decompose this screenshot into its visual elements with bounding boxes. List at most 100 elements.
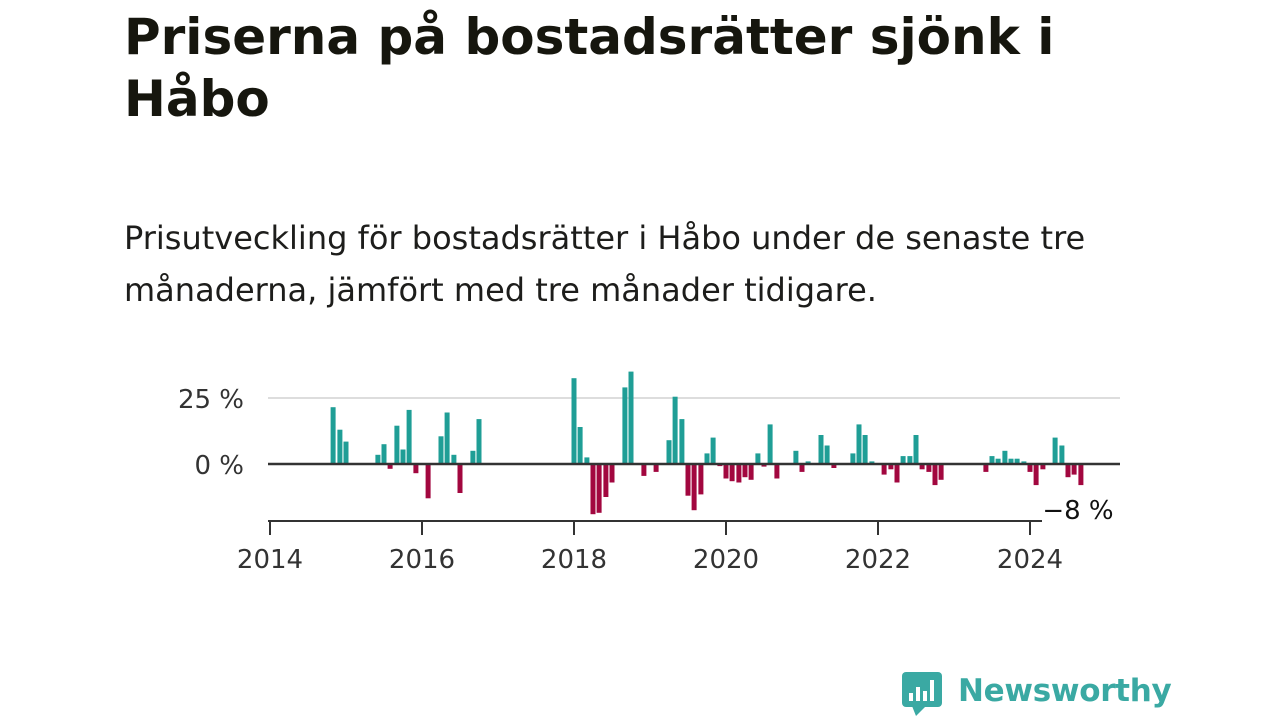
bar bbox=[641, 464, 647, 476]
y-tick-label: 25 % bbox=[178, 385, 244, 415]
bar bbox=[989, 456, 995, 464]
bar bbox=[381, 444, 387, 464]
bar bbox=[881, 464, 887, 475]
bar bbox=[653, 464, 659, 472]
bar bbox=[862, 435, 868, 464]
bar-chart-speech-bubble-icon bbox=[902, 672, 942, 716]
bar bbox=[831, 464, 837, 468]
x-tick-label: 2022 bbox=[845, 545, 911, 575]
bar bbox=[375, 454, 381, 464]
bar bbox=[983, 464, 989, 472]
bar bbox=[387, 464, 393, 469]
newsworthy-logo bbox=[902, 672, 942, 716]
bar bbox=[470, 450, 476, 464]
x-tick-label: 2016 bbox=[389, 545, 455, 575]
annotations: −8 % bbox=[1042, 495, 1120, 526]
bar bbox=[736, 464, 742, 483]
bar bbox=[995, 458, 1001, 464]
bar bbox=[761, 464, 767, 467]
bar-chart: 25 % 0 % 2014 2016 2018 2020 2022 2024 −8 % bbox=[178, 371, 1120, 575]
bar bbox=[1040, 464, 1046, 470]
bar bbox=[444, 412, 450, 464]
bar bbox=[577, 427, 583, 464]
bar bbox=[748, 464, 754, 480]
chart-title: Priserna på bostadsrätter sjönk i Håbo bbox=[124, 8, 1055, 128]
bar bbox=[1008, 458, 1014, 464]
bar bbox=[343, 441, 349, 464]
bar bbox=[824, 445, 830, 464]
bar bbox=[755, 453, 761, 464]
bar bbox=[926, 464, 932, 472]
bar bbox=[406, 409, 412, 464]
bar bbox=[698, 464, 704, 495]
bar bbox=[1014, 458, 1020, 464]
bar bbox=[894, 464, 900, 483]
brand-name: Newsworthy bbox=[958, 673, 1172, 709]
bar bbox=[913, 435, 919, 464]
bar bbox=[603, 464, 609, 497]
bar bbox=[723, 464, 729, 479]
bar bbox=[584, 457, 590, 464]
bar bbox=[628, 371, 634, 464]
bar bbox=[767, 424, 773, 464]
bar bbox=[622, 387, 628, 464]
bar bbox=[938, 464, 944, 480]
bar bbox=[571, 378, 577, 464]
bar bbox=[438, 436, 444, 464]
bar bbox=[742, 464, 748, 478]
bar bbox=[900, 456, 906, 464]
bar bbox=[1033, 464, 1039, 486]
bar bbox=[425, 464, 431, 499]
bar bbox=[1002, 450, 1008, 464]
bar bbox=[337, 429, 343, 464]
bar bbox=[666, 440, 672, 464]
bar bbox=[1021, 461, 1027, 464]
bar bbox=[729, 464, 735, 482]
chart-subtitle: Prisutveckling för bostadsrätter i Håbo … bbox=[124, 219, 1086, 309]
bar bbox=[919, 464, 925, 470]
last-value-label: −8 % bbox=[1042, 496, 1113, 526]
bars bbox=[330, 371, 1084, 515]
bar bbox=[596, 464, 602, 513]
bar bbox=[330, 407, 336, 464]
bar bbox=[672, 396, 678, 464]
bar bbox=[869, 461, 875, 464]
x-tick-label: 2018 bbox=[541, 545, 607, 575]
bar bbox=[685, 464, 691, 496]
bar bbox=[818, 435, 824, 464]
bar bbox=[1065, 464, 1071, 478]
bar bbox=[476, 419, 482, 464]
bar bbox=[394, 425, 400, 464]
bar bbox=[793, 450, 799, 464]
y-axis-ticks: 25 % 0 % bbox=[178, 385, 244, 481]
bar bbox=[805, 461, 811, 464]
x-tick-label: 2024 bbox=[997, 545, 1063, 575]
last-value-label-bg bbox=[1042, 495, 1120, 525]
bar bbox=[590, 464, 596, 515]
bar bbox=[457, 464, 463, 493]
bar bbox=[451, 454, 457, 464]
bar bbox=[1059, 445, 1065, 464]
bar bbox=[850, 453, 856, 464]
bar bbox=[799, 464, 805, 472]
bar bbox=[710, 437, 716, 464]
bar bbox=[704, 453, 710, 464]
bar bbox=[413, 464, 419, 474]
x-tick-label: 2020 bbox=[693, 545, 759, 575]
bar bbox=[1071, 464, 1077, 475]
bar bbox=[888, 464, 894, 470]
bar bbox=[679, 419, 685, 464]
bar bbox=[907, 456, 913, 464]
bar bbox=[1027, 464, 1033, 472]
bar bbox=[400, 449, 406, 464]
bar bbox=[609, 464, 615, 483]
y-tick-label: 0 % bbox=[194, 451, 244, 481]
bar bbox=[691, 464, 697, 511]
bar bbox=[856, 424, 862, 464]
bar bbox=[774, 464, 780, 479]
bar bbox=[1052, 437, 1058, 464]
bar bbox=[1078, 464, 1084, 486]
bar bbox=[932, 464, 938, 486]
x-axis: 2014 2016 2018 2020 2022 2024 bbox=[237, 462, 1120, 575]
x-tick-label: 2014 bbox=[237, 545, 303, 575]
